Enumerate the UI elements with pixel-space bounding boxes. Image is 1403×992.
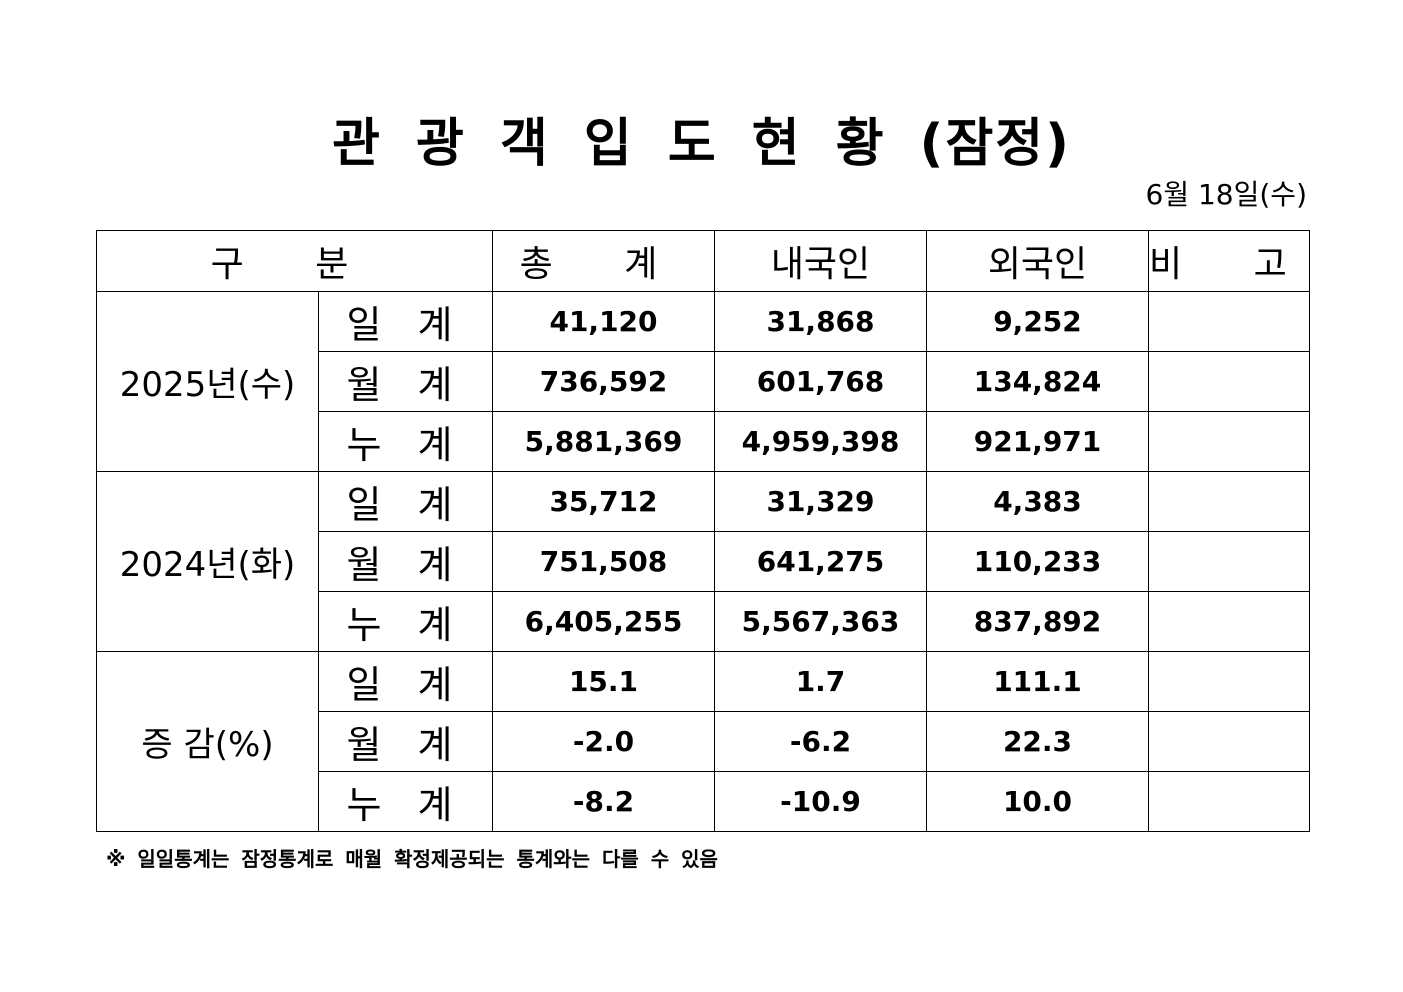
table-row: 증 감(%) 일 계 15.1 1.7 111.1 <box>96 651 1310 832</box>
remarks-cell <box>1148 771 1310 832</box>
total-cell: 736,592 <box>492 351 715 412</box>
header-foreign: 외국인 <box>926 230 1149 292</box>
table-row: 월 계 751,508 641,275 110,233 <box>97 531 1310 592</box>
remarks-cell <box>1148 591 1310 652</box>
remarks-cell <box>1148 651 1310 712</box>
table-row: 누 계 -8.2 -10.9 10.0 <box>97 771 1310 832</box>
group-label-change: 증 감(%) <box>96 651 319 832</box>
page-title: 관 광 객 입 도 현 황 (잠정) <box>332 114 1071 174</box>
row-type: 누 계 <box>318 771 493 832</box>
domestic-cell: -10.9 <box>714 771 927 832</box>
remarks-cell <box>1148 531 1310 592</box>
foreign-cell: 110,233 <box>926 531 1149 592</box>
header-category: 구 분 <box>96 230 493 292</box>
table-row: 누 계 5,881,369 4,959,398 921,971 <box>97 411 1310 472</box>
total-cell: 5,881,369 <box>492 411 715 472</box>
total-cell: 41,120 <box>492 291 715 352</box>
foreign-cell: 837,892 <box>926 591 1149 652</box>
domestic-cell: 4,959,398 <box>714 411 927 472</box>
row-type: 월 계 <box>318 531 493 592</box>
domestic-cell: 1.7 <box>714 651 927 712</box>
remarks-cell <box>1148 351 1310 412</box>
footnote: ※ 일일통계는 잠정통계로 매월 확정제공되는 통계와는 다를 수 있음 <box>106 847 718 871</box>
table-row: 2024년(화) 일 계 35,712 31,329 4,383 <box>96 471 1310 652</box>
foreign-cell: 4,383 <box>926 471 1149 532</box>
remarks-cell <box>1148 411 1310 472</box>
remarks-cell <box>1148 471 1310 532</box>
row-type: 누 계 <box>318 591 493 652</box>
total-cell: 35,712 <box>492 471 715 532</box>
domestic-cell: 31,868 <box>714 291 927 352</box>
row-type: 일 계 <box>318 291 493 352</box>
foreign-cell: 22.3 <box>926 711 1149 772</box>
total-cell: -2.0 <box>492 711 715 772</box>
total-cell: 15.1 <box>492 651 715 712</box>
domestic-cell: -6.2 <box>714 711 927 772</box>
remarks-cell <box>1148 291 1310 352</box>
tourist-arrivals-table: 구 분 총 계 내국인 외국인 비 고 2025년(수) 일 계 41,120 … <box>96 230 1310 832</box>
header-domestic: 내국인 <box>714 230 927 292</box>
row-type: 일 계 <box>318 651 493 712</box>
header-remarks: 비 고 <box>1148 230 1310 292</box>
foreign-cell: 111.1 <box>926 651 1149 712</box>
row-type: 일 계 <box>318 471 493 532</box>
foreign-cell: 9,252 <box>926 291 1149 352</box>
total-cell: -8.2 <box>492 771 715 832</box>
foreign-cell: 10.0 <box>926 771 1149 832</box>
total-cell: 6,405,255 <box>492 591 715 652</box>
foreign-cell: 134,824 <box>926 351 1149 412</box>
row-type: 월 계 <box>318 351 493 412</box>
header-total: 총 계 <box>492 230 715 292</box>
row-type: 월 계 <box>318 711 493 772</box>
total-cell: 751,508 <box>492 531 715 592</box>
table-row: 누 계 6,405,255 5,567,363 837,892 <box>97 591 1310 652</box>
domestic-cell: 601,768 <box>714 351 927 412</box>
domestic-cell: 31,329 <box>714 471 927 532</box>
foreign-cell: 921,971 <box>926 411 1149 472</box>
table-row: 2025년(수) 일 계 41,120 31,868 9,252 <box>96 291 1310 472</box>
table-row: 월 계 -2.0 -6.2 22.3 <box>97 711 1310 772</box>
remarks-cell <box>1148 711 1310 772</box>
row-type: 누 계 <box>318 411 493 472</box>
report-date: 6월 18일(수) <box>1145 178 1307 211</box>
domestic-cell: 641,275 <box>714 531 927 592</box>
table-header-row: 구 분 총 계 내국인 외국인 비 고 <box>96 230 1310 292</box>
group-label-2025: 2025년(수) <box>96 291 319 472</box>
group-label-2024: 2024년(화) <box>96 471 319 652</box>
domestic-cell: 5,567,363 <box>714 591 927 652</box>
